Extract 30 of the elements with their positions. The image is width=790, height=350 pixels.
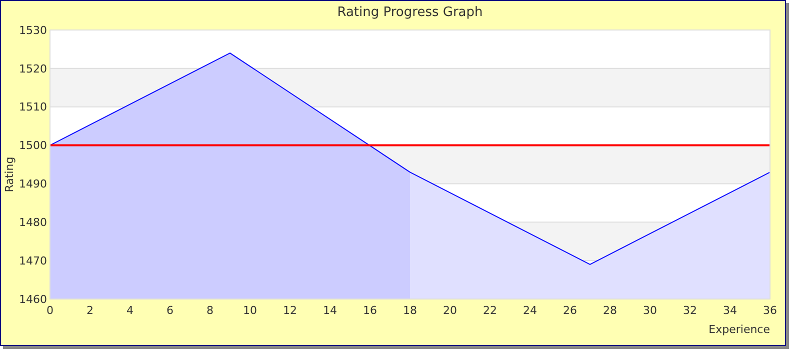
x-tick-label: 26	[563, 304, 577, 317]
x-tick-label: 0	[46, 304, 54, 317]
x-tick-label: 28	[603, 304, 617, 317]
x-tick-label: 32	[683, 304, 697, 317]
y-tick-label: 1500	[19, 139, 47, 152]
x-tick-label: 8	[206, 304, 214, 317]
y-tick-label: 1480	[19, 216, 47, 229]
y-tick-label: 1490	[19, 178, 47, 191]
x-tick-label: 12	[283, 304, 297, 317]
y-tick-label: 1520	[19, 62, 47, 76]
x-tick-label: 16	[363, 304, 377, 317]
x-tick-label: 36	[763, 304, 777, 317]
x-tick-label: 10	[243, 304, 257, 317]
x-tick-label: 34	[723, 304, 737, 317]
y-tick-label: 1510	[19, 100, 47, 114]
x-tick-label: 30	[643, 304, 657, 317]
x-tick-label: 18	[403, 304, 417, 317]
x-tick-label: 20	[443, 304, 457, 317]
x-tick-label: 2	[86, 304, 94, 317]
y-tick-label: 1470	[19, 254, 47, 268]
x-tick-label: 22	[483, 304, 497, 317]
x-tick-label: 4	[126, 304, 134, 317]
y-axis-title: Rating	[3, 156, 16, 192]
x-tick-label: 24	[523, 304, 537, 317]
y-tick-label: 1460	[19, 292, 47, 306]
chart-title: Rating Progress Graph	[337, 5, 483, 20]
x-tick-label: 6	[166, 304, 174, 317]
y-tick-label: 1530	[19, 24, 47, 37]
x-tick-label: 14	[323, 304, 337, 317]
x-axis-title: Experience	[708, 323, 770, 336]
